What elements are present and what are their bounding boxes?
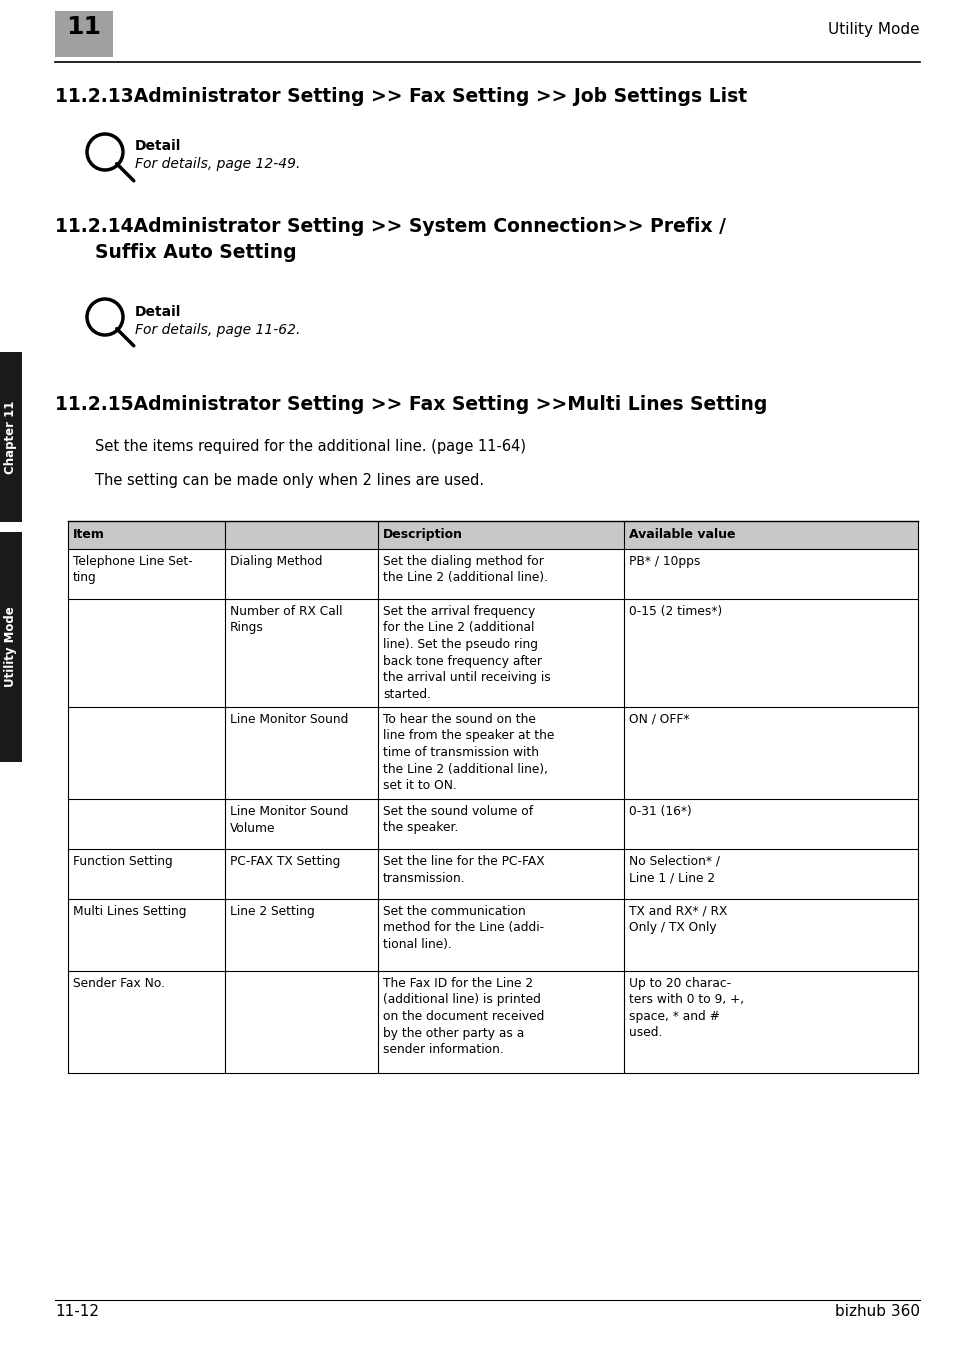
Bar [68, 599, 917, 707]
Text: Number of RX Call
Rings: Number of RX Call Rings [230, 604, 342, 634]
Bar [68, 549, 917, 599]
Text: Line 2 Setting: Line 2 Setting [230, 904, 314, 918]
Bar [68, 971, 917, 1073]
Text: Telephone Line Set-
ting: Telephone Line Set- ting [73, 556, 193, 584]
Text: TX and RX* / RX
Only / TX Only: TX and RX* / RX Only / TX Only [628, 904, 726, 934]
Bar [0, 352, 22, 522]
Text: PB* / 10pps: PB* / 10pps [628, 556, 700, 568]
Text: 11.2.14Administrator Setting >> System Connection>> Prefix /: 11.2.14Administrator Setting >> System C… [55, 218, 725, 237]
Text: Available value: Available value [628, 529, 735, 541]
Text: For details, page 11-62.: For details, page 11-62. [135, 323, 300, 337]
Text: Set the line for the PC-FAX
transmission.: Set the line for the PC-FAX transmission… [382, 854, 544, 884]
Bar [68, 707, 917, 799]
Text: Chapter 11: Chapter 11 [5, 400, 17, 473]
Text: Function Setting: Function Setting [73, 854, 172, 868]
Text: Set the communication
method for the Line (addi-
tional line).: Set the communication method for the Lin… [382, 904, 543, 950]
Text: 11.2.13Administrator Setting >> Fax Setting >> Job Settings List: 11.2.13Administrator Setting >> Fax Sett… [55, 87, 746, 105]
Text: 11: 11 [67, 15, 101, 39]
Text: Line Monitor Sound: Line Monitor Sound [230, 713, 348, 726]
Bar [0, 531, 22, 763]
Text: Suffix Auto Setting: Suffix Auto Setting [95, 243, 296, 262]
Bar [68, 799, 917, 849]
Text: bizhub 360: bizhub 360 [834, 1303, 919, 1320]
Bar [55, 11, 112, 57]
Text: 0-15 (2 times*): 0-15 (2 times*) [628, 604, 721, 618]
Text: No Selection* /
Line 1 / Line 2: No Selection* / Line 1 / Line 2 [628, 854, 720, 884]
Text: The setting can be made only when 2 lines are used.: The setting can be made only when 2 line… [95, 473, 483, 488]
Text: To hear the sound on the
line from the speaker at the
time of transmission with
: To hear the sound on the line from the s… [382, 713, 554, 792]
Text: 11.2.15Administrator Setting >> Fax Setting >>Multi Lines Setting: 11.2.15Administrator Setting >> Fax Sett… [55, 395, 766, 414]
Text: Set the dialing method for
the Line 2 (additional line).: Set the dialing method for the Line 2 (a… [382, 556, 547, 584]
Text: For details, page 12-49.: For details, page 12-49. [135, 157, 300, 170]
Text: Line Monitor Sound
Volume: Line Monitor Sound Volume [230, 804, 348, 834]
Text: Set the sound volume of
the speaker.: Set the sound volume of the speaker. [382, 804, 533, 834]
Text: Description: Description [382, 529, 462, 541]
Text: Detail: Detail [135, 306, 181, 319]
Text: Sender Fax No.: Sender Fax No. [73, 977, 165, 990]
Text: Set the arrival frequency
for the Line 2 (additional
line). Set the pseudo ring
: Set the arrival frequency for the Line 2… [382, 604, 550, 700]
Text: Utility Mode: Utility Mode [5, 607, 17, 687]
Text: Multi Lines Setting: Multi Lines Setting [73, 904, 186, 918]
Text: Utility Mode: Utility Mode [827, 22, 919, 37]
Bar [68, 899, 917, 971]
Text: ON / OFF*: ON / OFF* [628, 713, 689, 726]
Text: PC-FAX TX Setting: PC-FAX TX Setting [230, 854, 340, 868]
Text: Up to 20 charac-
ters with 0 to 9, +,
space, * and #
used.: Up to 20 charac- ters with 0 to 9, +, sp… [628, 977, 743, 1040]
Text: 11-12: 11-12 [55, 1303, 99, 1320]
Text: Detail: Detail [135, 139, 181, 153]
Text: 0-31 (16*): 0-31 (16*) [628, 804, 691, 818]
Text: Set the items required for the additional line. (page 11-64): Set the items required for the additiona… [95, 439, 525, 454]
Text: Item: Item [73, 529, 105, 541]
Text: The Fax ID for the Line 2
(additional line) is printed
on the document received
: The Fax ID for the Line 2 (additional li… [382, 977, 544, 1056]
Bar [68, 521, 917, 549]
Text: Dialing Method: Dialing Method [230, 556, 322, 568]
Bar [68, 849, 917, 899]
